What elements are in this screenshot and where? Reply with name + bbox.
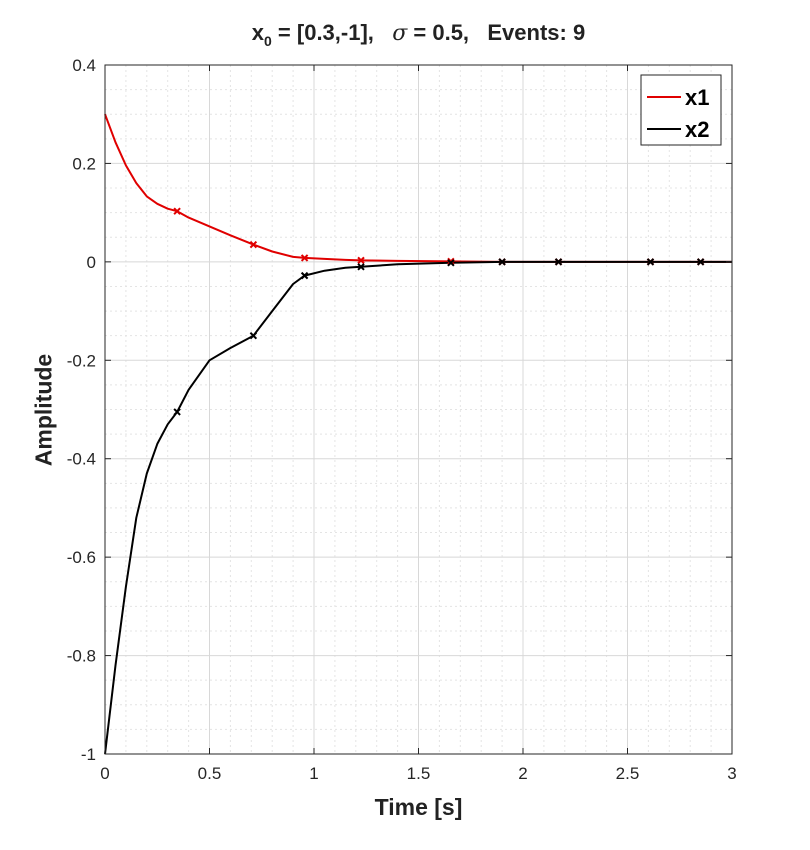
event-marker-x1 (300, 254, 309, 262)
title-subscript: 0 (264, 33, 272, 49)
event-marker-x2 (646, 258, 655, 266)
chart-title: x0 = [0.3,-1], σ = 0.5, Events: 9 (105, 20, 732, 49)
title-var: x (251, 20, 265, 45)
event-marker-x2 (554, 258, 563, 266)
x-tick-label: 3 (727, 764, 736, 783)
event-marker-stroke (357, 263, 365, 271)
event-marker-x1 (249, 240, 258, 249)
title-sigma: σ (392, 21, 408, 46)
event-marker-x2 (447, 259, 455, 267)
event-marker-stroke (173, 408, 181, 416)
x-axis-label: Time [s] (374, 794, 463, 820)
event-marker-x2 (696, 258, 705, 266)
y-tick-label: 0.2 (72, 154, 96, 173)
legend-box (640, 74, 722, 146)
y-tick-label: -0.2 (67, 351, 96, 370)
legend-label-x1: x1 (685, 85, 709, 110)
event-marker-stroke (447, 257, 455, 266)
y-tick-label: 0.4 (72, 56, 96, 75)
x-tick-label: 0.5 (198, 764, 222, 783)
y-tick-label: 0 (87, 253, 96, 272)
y-tick-label: -0.6 (67, 548, 96, 567)
event-marker-stroke (554, 258, 563, 266)
event-marker-x2 (300, 271, 309, 280)
event-marker-stroke (498, 258, 506, 266)
event-marker-stroke (173, 207, 181, 215)
event-marker-stroke (357, 256, 365, 265)
y-tick-label: -1 (81, 745, 96, 764)
title-sigma-value: = 0.5, Events: 9 (407, 20, 586, 45)
title-x0: = [0.3,-1], (271, 20, 393, 45)
event-marker-stroke (447, 259, 455, 267)
x-tick-label: 1 (309, 764, 318, 783)
event-marker-x2 (357, 263, 365, 271)
legend-label-x2: x2 (685, 117, 709, 142)
event-marker-x2 (498, 258, 506, 266)
x-tick-label: 0 (100, 764, 109, 783)
x-tick-label: 2 (518, 764, 527, 783)
event-marker-x1 (357, 256, 365, 265)
event-marker-stroke (249, 240, 258, 249)
event-marker-x1 (173, 207, 181, 215)
x-tick-label: 2.5 (616, 764, 640, 783)
event-marker-stroke (300, 271, 309, 280)
event-marker-stroke (300, 254, 309, 262)
event-marker-x2 (173, 408, 181, 416)
event-marker-stroke (646, 258, 655, 266)
y-tick-label: -0.8 (67, 647, 96, 666)
event-marker-stroke (249, 331, 258, 340)
x-tick-label: 1.5 (407, 764, 431, 783)
event-marker-x1 (447, 257, 455, 266)
event-marker-x2 (249, 331, 258, 340)
event-marker-stroke (696, 258, 705, 266)
y-axis-label: Amplitude (30, 353, 57, 467)
y-tick-label: -0.4 (67, 450, 96, 469)
